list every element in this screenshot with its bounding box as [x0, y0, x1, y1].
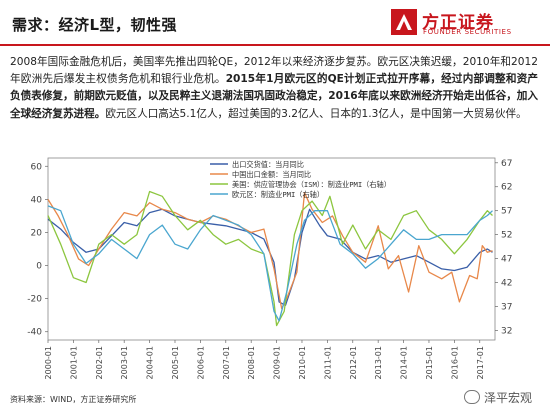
x-tick-label: 2010-01 — [298, 346, 307, 379]
series-line-3 — [47, 190, 493, 327]
x-tick-label: 2011-01 — [323, 346, 332, 379]
x-tick-label: 2017-01 — [476, 346, 485, 379]
x-tick-label: 2008-01 — [247, 346, 256, 379]
company-logo: 方正证券 FOUNDER SECURITIES — [390, 6, 540, 40]
x-tick-label: 2003-01 — [120, 346, 129, 379]
x-tick-label: 2013-01 — [374, 346, 383, 379]
x-tick-label: 2001-01 — [69, 346, 78, 379]
right-tick-label: 37 — [501, 302, 512, 312]
x-tick-label: 2000-01 — [44, 346, 53, 379]
left-tick-label: 60 — [31, 162, 43, 172]
header: 需求：经济L型，韧性强 方正证券 FOUNDER SECURITIES — [0, 0, 550, 46]
wechat-icon — [463, 390, 480, 404]
left-tick-label: -20 — [27, 295, 42, 305]
right-tick-label: 62 — [501, 183, 512, 193]
legend-label-4: 欧元区：制造业PMI（右轴） — [232, 190, 324, 199]
header-rule — [0, 44, 550, 46]
x-tick-label: 2002-01 — [95, 346, 104, 379]
x-tick-label: 2006-01 — [196, 346, 205, 379]
paragraph-part-1: 2008年国际金融危机后，美国率先推出四轮QE，2012年以来经济逐步复苏。欧元… — [10, 56, 538, 86]
x-tick-label: 2007-01 — [222, 346, 231, 379]
left-tick-label: 40 — [31, 195, 43, 205]
x-tick-label: 2004-01 — [146, 346, 155, 379]
series-line-2 — [47, 192, 493, 310]
logo-chinese: 方正证券 — [422, 13, 494, 33]
left-tick-label: 0 — [36, 262, 42, 272]
right-tick-label: 32 — [501, 326, 512, 336]
right-tick-label: 42 — [501, 279, 512, 289]
right-tick-label: 67 — [501, 159, 512, 169]
paragraph-bold-part: 2015年1月欧元区的QE计划正式拉开序幕，经过内部调整和资产负债表修复，前期欧… — [10, 73, 538, 120]
watermark: 泽平宏观 — [463, 389, 532, 406]
right-tick-label: 57 — [501, 207, 512, 217]
right-tick-label: 47 — [501, 255, 512, 265]
x-tick-label: 2005-01 — [171, 346, 180, 379]
series-line-4 — [47, 205, 493, 322]
watermark-text: 泽平宏观 — [483, 391, 532, 405]
summary-paragraph: 2008年国际金融危机后，美国率先推出四轮QE，2012年以来经济逐步复苏。欧元… — [10, 54, 538, 123]
x-tick-label: 2009-01 — [273, 346, 282, 379]
line-chart: 60 40 20 0 -20 -40 67 62 57 52 47 42 37 32 2000-01 2001… — [27, 157, 512, 379]
x-tick-label: 2016-01 — [450, 346, 459, 379]
logo-english: FOUNDER SECURITIES — [423, 28, 512, 36]
slide-title: 需求：经济L型，韧性强 — [12, 16, 178, 34]
legend-label-2: 中国出口金额：当月同比 — [232, 170, 311, 179]
right-tick-label: 52 — [501, 231, 512, 241]
x-tick-label: 2012-01 — [349, 346, 358, 379]
x-tick-label: 2015-01 — [425, 346, 434, 379]
legend-label-3: 美国：供应管理协会（ISM）：制造业PMI（右轴） — [232, 180, 391, 189]
paragraph-part-3: 欧元区人口高达5.1亿人，超过美国的3.2亿人、日本的1.3亿人，是中国第一大贸… — [105, 107, 527, 120]
plot-frame — [47, 157, 496, 341]
x-tick-label: 2014-01 — [400, 346, 409, 379]
left-tick-label: 20 — [31, 228, 43, 238]
data-source: 资料来源：WIND，方正证券研究所 — [10, 395, 137, 404]
left-tick-label: -40 — [27, 328, 42, 338]
series-line-1 — [47, 208, 493, 306]
legend-label-1: 出口交货值：当月同比 — [232, 160, 304, 169]
founder-logo-icon — [391, 9, 417, 35]
